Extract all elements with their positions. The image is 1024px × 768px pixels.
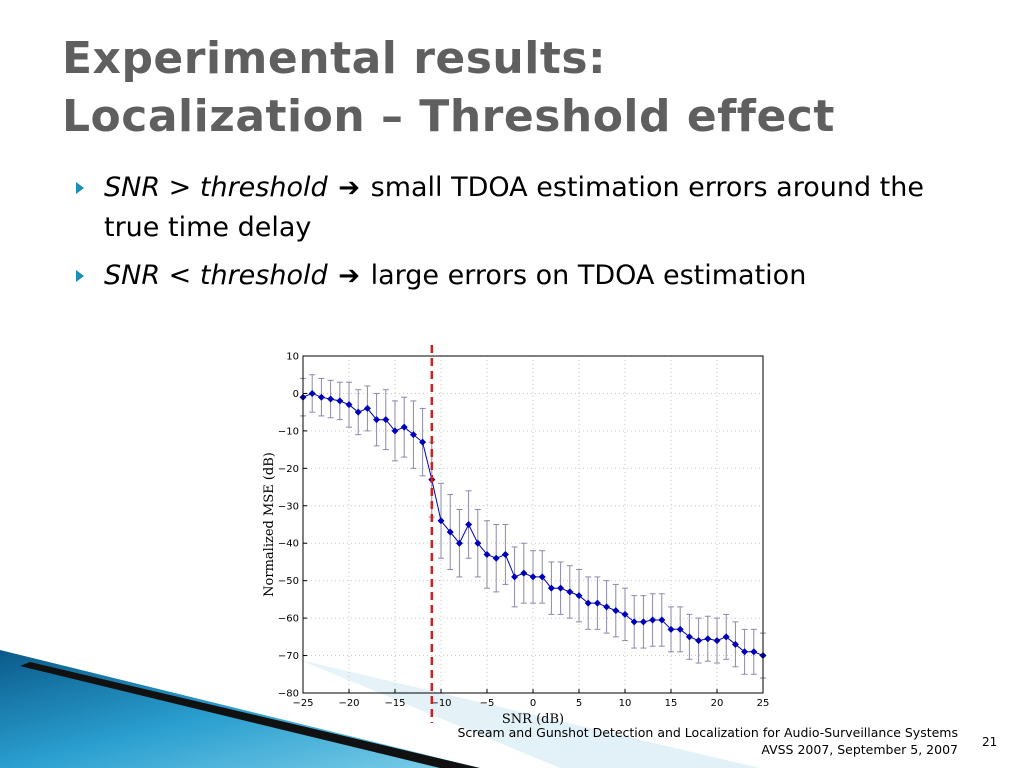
data-point [483, 550, 491, 558]
data-point [566, 588, 574, 596]
data-point [501, 550, 509, 558]
y-tick-label: −80 [278, 689, 299, 700]
x-tick-label: 0 [530, 698, 536, 709]
data-point [649, 616, 657, 624]
data-point [639, 618, 647, 626]
right-arrow-icon: ➔ [338, 261, 361, 291]
data-point [575, 592, 583, 600]
y-tick-label: −10 [278, 426, 299, 437]
data-point [584, 599, 592, 607]
x-tick-label: −5 [480, 698, 495, 709]
data-point [593, 599, 601, 607]
data-point [354, 408, 362, 416]
data-point [419, 438, 427, 446]
data-point [382, 416, 390, 424]
data-point [667, 625, 675, 633]
x-axis-label: SNR (dB) [502, 712, 564, 727]
data-point [474, 539, 482, 547]
data-point [603, 603, 611, 611]
data-point [538, 573, 546, 581]
x-tick-label: 15 [665, 698, 678, 709]
y-tick-label: −20 [278, 464, 299, 475]
y-tick-label: −30 [278, 501, 299, 512]
bullet-list: SNR > threshold ➔ small TDOA estimation … [70, 168, 950, 304]
data-point [529, 573, 537, 581]
triangle-bullet-icon [76, 182, 84, 194]
data-point [704, 635, 712, 643]
data-point [391, 427, 399, 435]
data-point [731, 640, 739, 648]
data-point [373, 416, 381, 424]
data-point [345, 401, 353, 409]
y-tick-label: 10 [286, 352, 299, 363]
data-point [437, 517, 445, 525]
data-point [685, 633, 693, 641]
y-tick-label: −70 [278, 651, 299, 662]
x-tick-label: 10 [619, 698, 632, 709]
bullet-condition: SNR > threshold [104, 172, 328, 203]
triangle-bullet-icon [76, 270, 84, 282]
data-point [713, 637, 721, 645]
data-point [492, 554, 500, 562]
y-tick-label: −50 [278, 576, 299, 587]
title-line-1: Experimental results: [62, 33, 607, 84]
y-tick-label: 0 [293, 389, 299, 400]
x-tick-label: −10 [430, 698, 451, 709]
data-point [750, 648, 758, 656]
data-point [658, 616, 666, 624]
plot-frame [302, 355, 764, 694]
bullet-text: small TDOA estimation errors around the … [104, 172, 924, 243]
page-number: 21 [982, 735, 998, 749]
data-point [722, 633, 730, 641]
data-point [327, 395, 335, 403]
data-point [317, 393, 325, 401]
y-tick-label: −60 [278, 614, 299, 625]
data-point [557, 584, 565, 592]
data-point [695, 637, 703, 645]
title-line-2: Localization – Threshold effect [62, 91, 835, 142]
data-point [520, 569, 528, 577]
data-point [612, 607, 620, 615]
footer-title: Scream and Gunshot Detection and Localiz… [457, 725, 958, 740]
data-point [630, 618, 638, 626]
bullet-text: large errors on TDOA estimation [370, 260, 807, 291]
data-point [511, 573, 519, 581]
data-point [676, 625, 684, 633]
y-axis-label: Normalized MSE (dB) [262, 452, 277, 597]
bullet-condition: SNR < threshold [104, 260, 328, 291]
swoosh-blue [0, 650, 480, 768]
data-point [741, 648, 749, 656]
data-point [409, 431, 417, 439]
footer: Scream and Gunshot Detection and Localiz… [457, 724, 958, 758]
x-tick-label: 20 [711, 698, 724, 709]
data-point [547, 584, 555, 592]
y-tick-label: −40 [278, 539, 299, 550]
data-point [465, 521, 473, 528]
bullet-item: SNR < threshold ➔ large errors on TDOA e… [70, 256, 950, 296]
x-tick-label: 5 [576, 698, 582, 709]
data-point [308, 389, 316, 397]
decorative-swoosh [0, 650, 760, 768]
x-tick-label: −20 [338, 698, 359, 709]
data-point [400, 423, 408, 431]
chart-ticks: −25 −20 −15 −10 −5 0 5 10 15 20 25100−10−20−30−40−… [278, 352, 769, 710]
data-point [446, 528, 454, 536]
bullet-item: SNR > threshold ➔ small TDOA estimation … [70, 168, 950, 248]
footer-event: AVSS 2007, September 5, 2007 [761, 742, 958, 757]
swoosh-pale [300, 660, 760, 768]
chart-grid [302, 355, 764, 694]
x-tick-label: −15 [384, 698, 405, 709]
data-point [621, 610, 629, 618]
right-arrow-icon: ➔ [338, 173, 361, 203]
data-point [336, 397, 344, 405]
mse-chart: −25 −20 −15 −10 −5 0 5 10 15 20 25100−10−20−30−40−… [262, 345, 769, 727]
x-tick-label: 25 [757, 698, 770, 709]
swoosh-dark [20, 662, 480, 768]
slide-title: Experimental results: Localization – Thr… [62, 30, 835, 146]
data-point [455, 539, 463, 547]
x-tick-label: −25 [292, 698, 313, 709]
